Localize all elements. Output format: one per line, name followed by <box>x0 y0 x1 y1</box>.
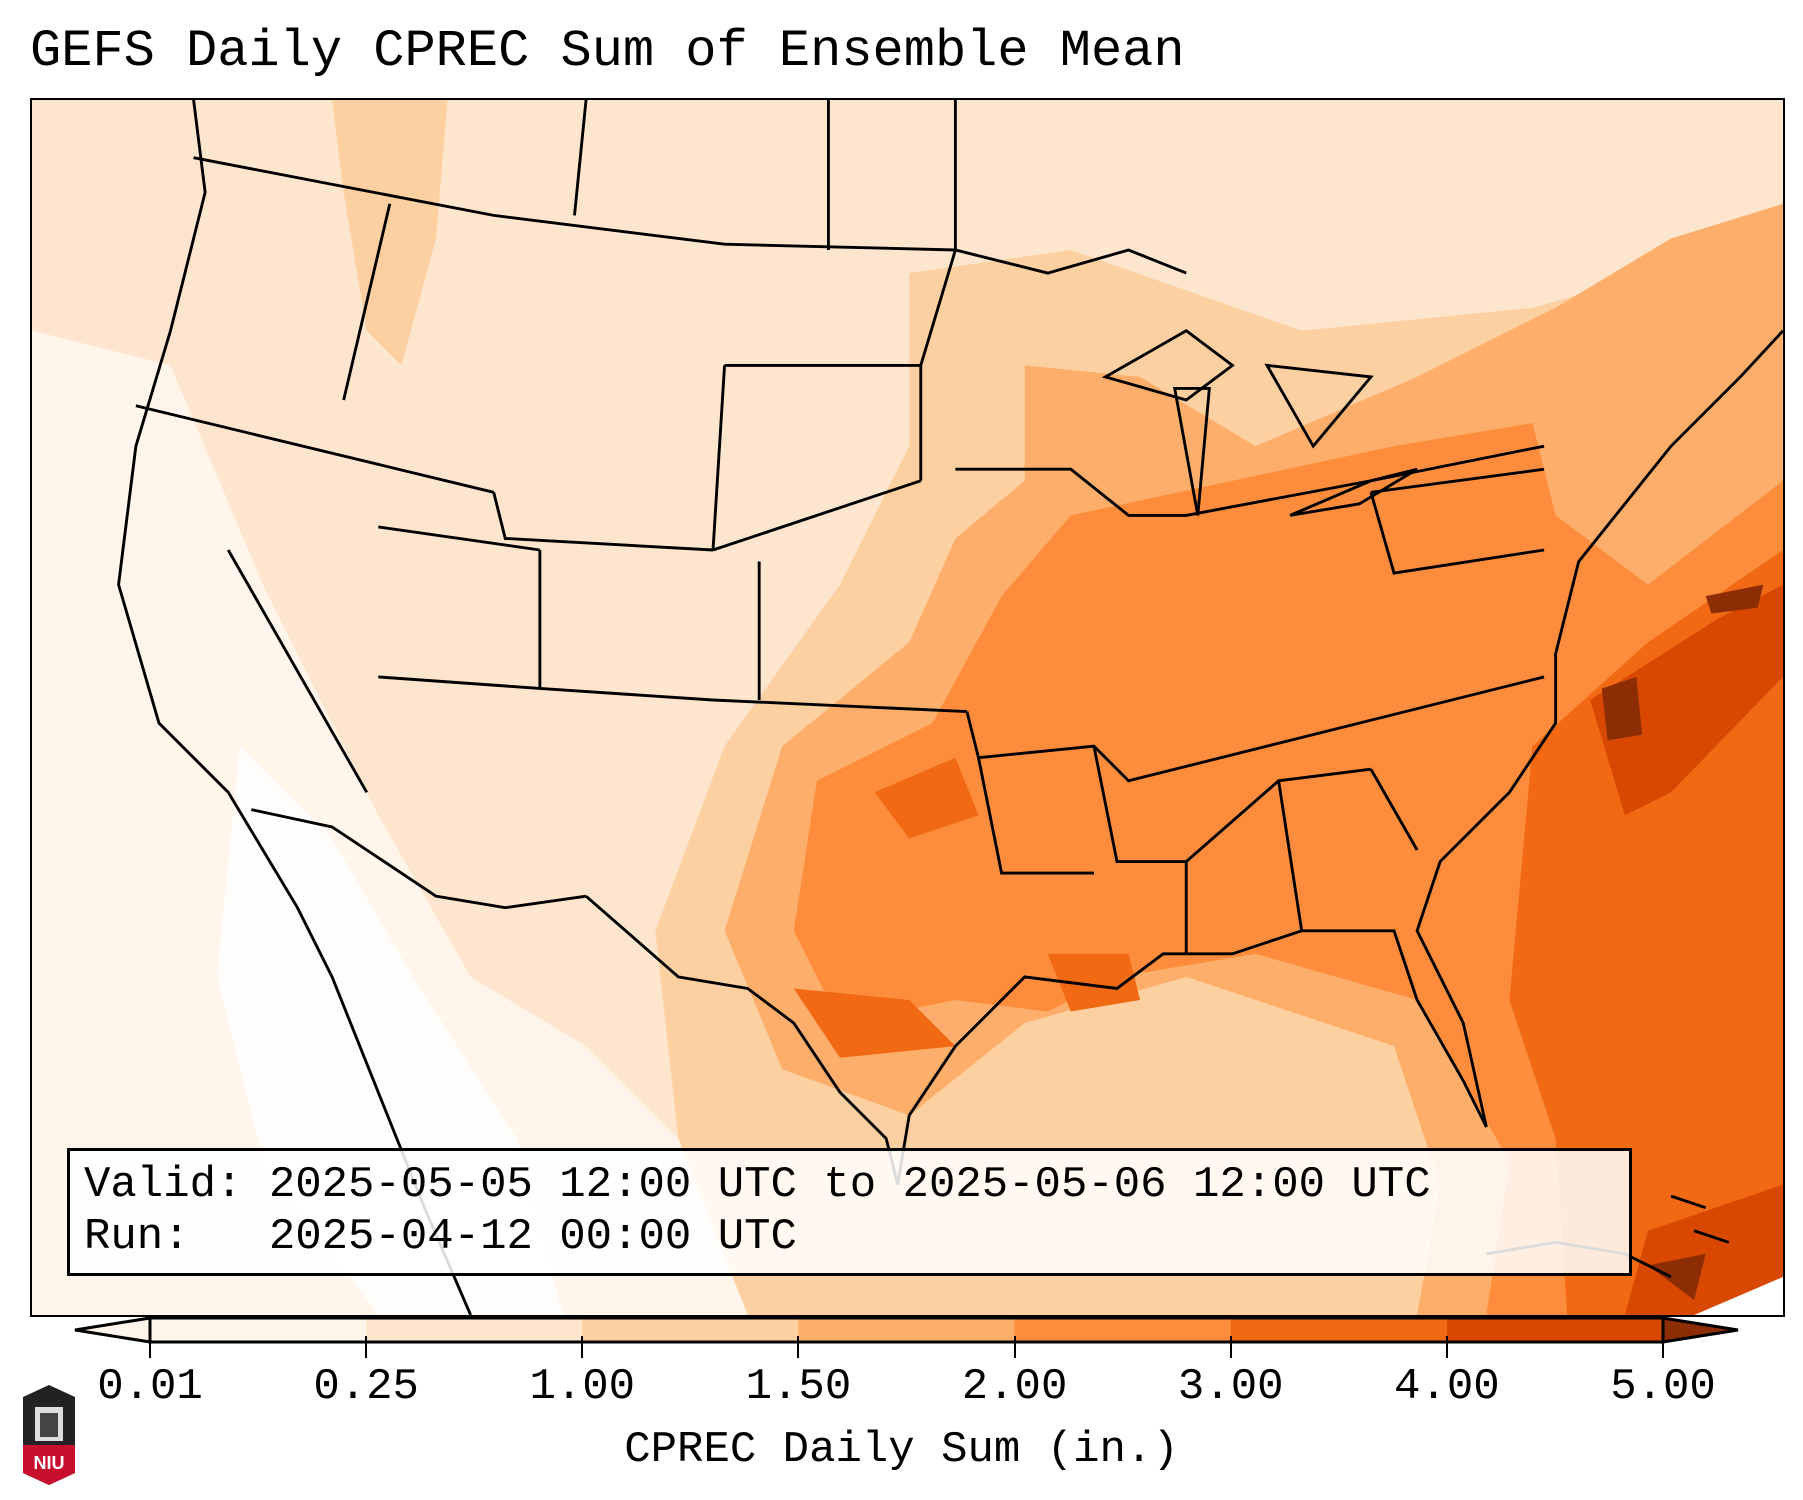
colorbar-tick-label: 4.00 <box>1394 1362 1500 1412</box>
colorbar-tick <box>1013 1336 1016 1358</box>
colorbar-tick <box>1445 1336 1448 1358</box>
niu-logo: NIU <box>23 1385 75 1485</box>
svg-text:NIU: NIU <box>34 1453 65 1473</box>
colorbar <box>74 1316 1739 1344</box>
colorbar-segment <box>1446 1318 1664 1342</box>
state-lines <box>135 100 1545 954</box>
field-lowest <box>32 330 771 1315</box>
colorbar-extend-high <box>1661 1316 1739 1344</box>
precipitation-map <box>30 98 1785 1317</box>
colorbar-extend-low <box>74 1316 152 1344</box>
colorbar-tick-label: 1.50 <box>745 1362 852 1412</box>
colorbar-tick-label: 2.00 <box>961 1362 1068 1412</box>
colorbar-tick-label: 5.00 <box>1610 1362 1716 1412</box>
map-title: GEFS Daily CPREC Sum of Ensemble Mean <box>30 22 1185 81</box>
colorbar-tick-label: 1.00 <box>529 1362 636 1412</box>
map-canvas <box>32 100 1783 1315</box>
info-box: Valid: 2025-05-05 12:00 UTC to 2025-05-0… <box>67 1148 1632 1276</box>
field-red-orange-south <box>793 757 1141 1058</box>
colorbar-segment <box>150 1318 368 1342</box>
mexico-border <box>251 808 587 910</box>
west-coastline <box>117 100 472 1315</box>
field-medium-nw <box>332 100 448 366</box>
field-deep-orange <box>793 423 1783 1315</box>
valid-time: Valid: 2025-05-05 12:00 UTC to 2025-05-0… <box>84 1160 1431 1210</box>
colorbar-segment <box>1014 1318 1232 1342</box>
colorbar-tick <box>581 1336 584 1358</box>
colorbar-tick-label: 0.01 <box>97 1362 203 1412</box>
boundaries <box>117 100 1783 1315</box>
colorbar-tick <box>365 1336 368 1358</box>
gulf-coastline <box>585 329 1783 1185</box>
colorbar-segment <box>798 1318 1016 1342</box>
colorbar-outline <box>148 1316 1665 1344</box>
field-dark <box>1590 584 1783 1315</box>
colorbar-tick <box>797 1336 800 1358</box>
colorbar-tick <box>1662 1336 1664 1358</box>
colorbar-tick <box>149 1336 151 1358</box>
run-time: Run: 2025-04-12 00:00 UTC <box>84 1212 797 1262</box>
colorbar-segment <box>1230 1318 1448 1342</box>
colorbar-segment <box>582 1318 800 1342</box>
projection-edge <box>1694 1276 1783 1315</box>
colorbar-tick <box>1229 1336 1232 1358</box>
colorbar-label: CPREC Daily Sum (in.) <box>624 1425 1179 1475</box>
colorbar-tick-label: 3.00 <box>1177 1362 1284 1412</box>
colorbar-segment <box>366 1318 584 1342</box>
great-lakes <box>1101 329 1418 517</box>
colorbar-tick-label: 0.25 <box>313 1362 419 1412</box>
